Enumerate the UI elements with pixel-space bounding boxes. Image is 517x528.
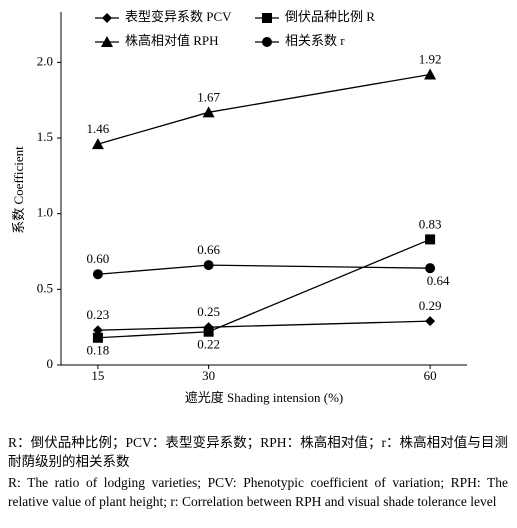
legend-label: 相关系数 r — [285, 33, 345, 48]
y-tick-label: 1.5 — [37, 129, 53, 144]
marker — [101, 36, 113, 47]
data-label: 0.66 — [197, 242, 220, 257]
legend-label: 株高相对值 RPH — [125, 33, 219, 48]
caption-zh: R：倒伏品种比例；PCV：表型变异系数；RPH：株高相对值；r：株高相对值与目测… — [8, 435, 508, 469]
data-label: 0.29 — [419, 298, 442, 313]
marker — [91, 138, 104, 150]
caption-en: R: The ratio of lodging varieties; PCV: … — [8, 475, 508, 509]
marker — [92, 332, 103, 343]
marker — [92, 269, 103, 280]
chart: 系数 Coefficient 遮光度 Shading intension (%)… — [11, 9, 467, 405]
x-tick-label: 60 — [424, 368, 437, 383]
y-tick-label: 1.0 — [37, 205, 53, 220]
x-tick-label: 30 — [202, 368, 215, 383]
data-label: 1.92 — [419, 51, 442, 66]
marker — [202, 106, 215, 118]
data-label: 1.67 — [197, 89, 220, 104]
data-label: 1.46 — [87, 121, 110, 136]
data-label: 0.25 — [197, 304, 220, 319]
data-label: 0.83 — [419, 216, 442, 231]
y-tick-label: 0.5 — [37, 280, 53, 295]
legend-label: 表型变异系数 PCV — [125, 9, 232, 24]
marker — [203, 326, 214, 337]
x-axis-title: 遮光度 Shading intension (%) — [185, 390, 344, 405]
marker — [92, 325, 103, 336]
marker — [425, 234, 436, 245]
series-line — [97, 264, 431, 275]
y-tick-label: 0 — [47, 356, 54, 371]
data-label: 0.22 — [197, 337, 220, 352]
data-label: 0.23 — [87, 307, 110, 322]
marker — [425, 263, 436, 274]
marker — [262, 37, 272, 47]
marker — [424, 68, 437, 80]
x-tick-label: 15 — [91, 368, 104, 383]
data-label: 0.60 — [87, 251, 110, 266]
y-axis-title: 系数 Coefficient — [11, 146, 26, 234]
marker — [203, 260, 214, 271]
marker — [425, 316, 436, 327]
data-label: 0.64 — [427, 273, 450, 288]
data-label: 0.18 — [87, 343, 110, 358]
legend-label: 倒伏品种比例 R — [285, 9, 375, 24]
series-line — [97, 320, 431, 331]
marker — [262, 13, 272, 23]
marker — [102, 13, 112, 23]
y-tick-label: 2.0 — [37, 53, 53, 68]
series-line — [97, 73, 431, 145]
